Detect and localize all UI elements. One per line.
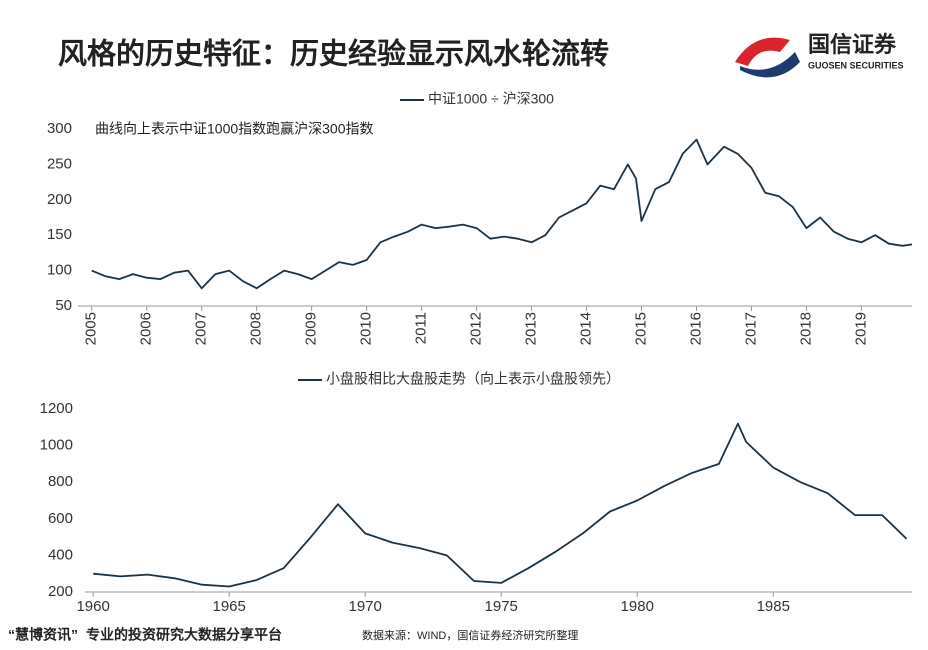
annotation: 曲线向上表示中证1000指数跑赢沪深300指数 [95,121,374,137]
x-tick-label: 1975 [485,598,518,615]
y-tick-label: 100 [47,262,72,279]
logo: 国信证券 GUOSEN SECURITIES [735,32,904,78]
x-tick-label: 1980 [621,598,654,615]
x-tick-label: 1965 [212,598,245,615]
x-tick-label: 2009 [303,312,320,345]
y-tick-label: 600 [48,510,73,527]
y-tick-label: 300 [47,120,72,137]
footer-brand: “慧博资讯” [8,627,78,643]
x-tick-label: 2007 [193,312,210,345]
y-tick-label: 150 [47,226,72,243]
x-tick-label: 2019 [852,312,869,345]
x-tick-label: 2013 [523,312,540,345]
y-tick-label: 200 [47,191,72,208]
x-tick-label: 2012 [468,312,485,345]
line [93,422,908,588]
legend-label: 中证1000 ÷ 沪深300 [428,91,554,107]
y-tick-label: 1200 [40,400,73,417]
logo-sub: GUOSEN SECURITIES [808,60,904,70]
x-tick-label: 2017 [742,312,759,345]
x-tick-label: 1970 [349,598,382,615]
footer-slogan: 专业的投资研究大数据分享平台 [86,627,282,643]
y-tick-label: 250 [47,155,72,172]
x-tick-label: 1960 [76,598,109,615]
y-tick-label: 50 [55,297,72,314]
x-tick-label: 2011 [413,312,430,344]
title: 风格的历史特征：历史经验显示风水轮流转 [58,37,609,71]
x-tick-label: 2014 [578,312,595,345]
x-tick-label: 2010 [358,312,375,345]
x-tick-label: 2005 [83,312,100,345]
line [91,138,913,290]
logo-mark [735,37,790,66]
footer-source: 数据来源：WIND，国信证券经济研究所整理 [362,628,578,642]
x-tick-label: 2006 [138,312,155,345]
y-tick-label: 200 [48,583,73,600]
x-tick-label: 2015 [632,312,649,345]
logo-name: 国信证券 [808,32,897,57]
x-tick-label: 2016 [687,312,704,345]
x-tick-label: 1985 [757,598,790,615]
logo-mark [740,52,800,78]
y-tick-label: 1000 [40,437,73,454]
x-tick-label: 2008 [248,312,265,345]
x-tick-label: 2018 [797,312,814,345]
legend-label: 小盘股相比大盘股走势（向上表示小盘股领先） [326,371,620,387]
y-tick-label: 400 [48,546,73,563]
y-tick-label: 800 [48,473,73,490]
